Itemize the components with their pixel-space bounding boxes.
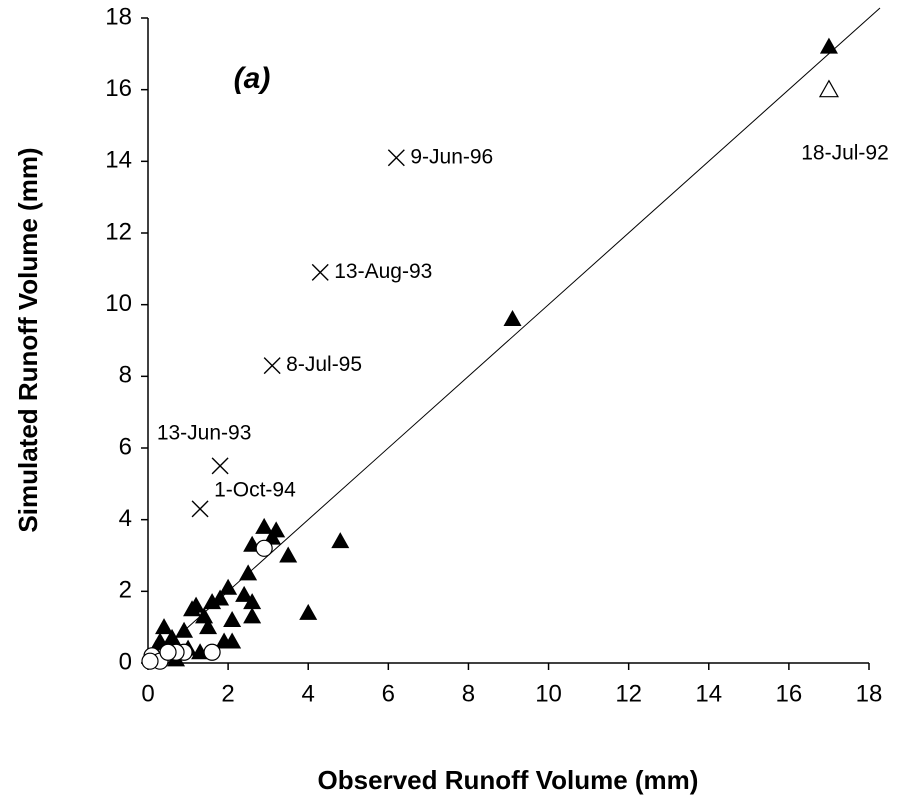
- triangle-point: [175, 621, 194, 638]
- x-tick-label: 16: [776, 680, 803, 707]
- triangle-point: [155, 618, 174, 635]
- x-tick-label: 8: [462, 680, 475, 707]
- point-label: 1-Oct-94: [214, 478, 296, 501]
- y-tick-label: 10: [105, 290, 132, 317]
- y-tick-label: 6: [119, 433, 132, 460]
- x-tick-label: 14: [695, 680, 722, 707]
- panel-label: (a): [234, 62, 271, 95]
- triangle-point: [223, 611, 242, 627]
- circle-point: [255, 539, 273, 557]
- x-tick-label: 10: [535, 680, 562, 707]
- triangle-point: [239, 564, 258, 581]
- triangle-point: [199, 618, 218, 635]
- point-label: 13-Aug-93: [334, 260, 432, 283]
- y-tick-label: 16: [105, 75, 132, 102]
- triangle-point: [203, 593, 222, 610]
- triangle-point: [223, 632, 242, 649]
- x-tick-label: 2: [221, 680, 234, 707]
- cross-point: [211, 457, 229, 475]
- reference-line: [147, 7, 881, 664]
- triangle-point: [243, 607, 262, 624]
- x-tick-label: 18: [856, 680, 883, 707]
- triangle-point: [299, 603, 318, 620]
- point-label: 13-Jun-93: [157, 421, 252, 444]
- y-axis-label: Simulated Runoff Volume (mm): [13, 147, 43, 532]
- triangle-point: [183, 600, 202, 617]
- point-label: 9-Jun-96: [410, 145, 493, 168]
- open-triangle-point: [818, 79, 839, 98]
- cross-point: [191, 500, 209, 518]
- annotation: 18-Jul-92: [801, 142, 889, 165]
- y-tick-label: 18: [105, 3, 132, 30]
- triangle-point: [503, 310, 522, 326]
- y-tick-label: 4: [119, 505, 132, 532]
- triangle-point: [235, 585, 254, 602]
- y-tick-label: 14: [105, 147, 132, 174]
- circle-point: [203, 643, 221, 661]
- triangle-point: [243, 593, 262, 610]
- x-axis-label: Observed Runoff Volume (mm): [318, 765, 699, 795]
- y-tick-label: 0: [119, 648, 132, 675]
- circle-point: [141, 652, 159, 670]
- triangle-point: [279, 546, 298, 563]
- x-tick-label: 6: [382, 680, 395, 707]
- triangle-point: [219, 578, 238, 595]
- y-tick-label: 8: [119, 362, 132, 389]
- y-tick-label: 12: [105, 218, 132, 245]
- triangle-point: [255, 517, 274, 534]
- x-tick-label: 0: [141, 680, 154, 707]
- triangle-point: [819, 37, 838, 54]
- circle-point: [159, 643, 177, 661]
- triangle-point: [331, 532, 350, 549]
- triangle-point: [163, 628, 182, 645]
- x-tick-label: 4: [302, 680, 315, 707]
- x-tick-label: 12: [615, 680, 642, 707]
- point-label: 8-Jul-95: [286, 353, 362, 376]
- y-tick-label: 2: [119, 577, 132, 604]
- cross-point: [387, 149, 405, 167]
- cross-point: [263, 357, 281, 375]
- cross-point: [311, 263, 329, 281]
